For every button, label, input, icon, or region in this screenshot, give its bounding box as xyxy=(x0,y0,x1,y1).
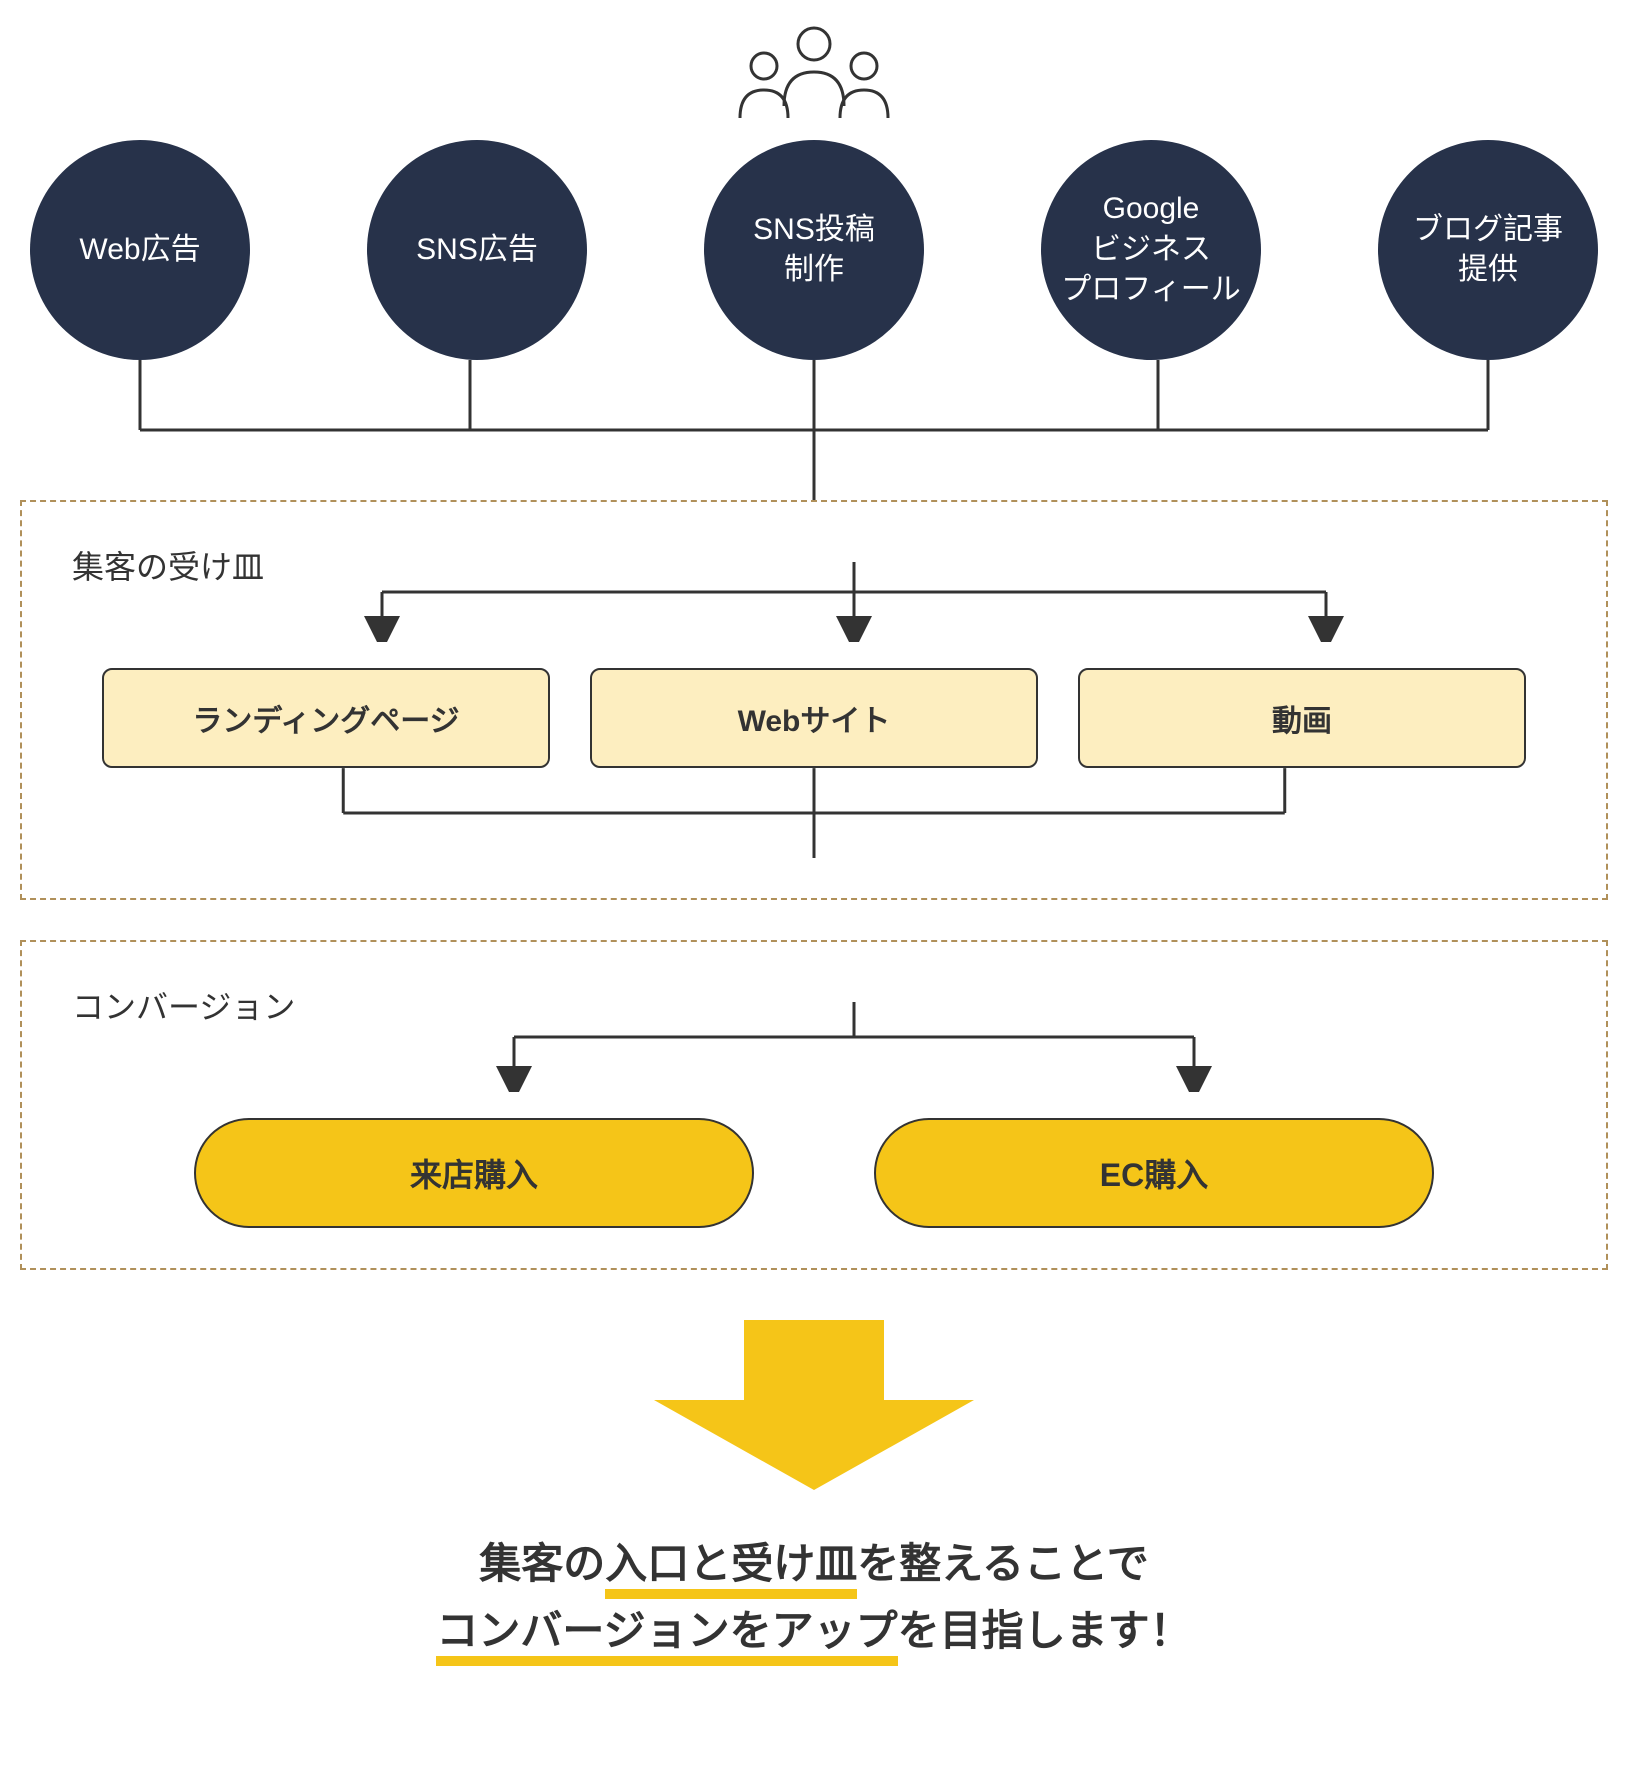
landing-row: ランディングページ Webサイト 動画 xyxy=(62,668,1566,768)
connector-circles-to-section1 xyxy=(20,360,1608,500)
section-landing: 集客の受け皿 ランディングページ Webサイト xyxy=(20,500,1608,900)
circle-label: Googleビジネスプロフィール xyxy=(1061,189,1240,311)
circle-sns-post: SNS投稿制作 xyxy=(704,140,924,360)
section-conversion: コンバージョン 来店購入 EC購入 xyxy=(20,940,1608,1270)
circle-label: Web広告 xyxy=(79,230,200,271)
landing-label: 動画 xyxy=(1272,696,1332,740)
conv-label: EC購入 xyxy=(1100,1150,1208,1196)
circle-sns-ads: SNS広告 xyxy=(367,140,587,360)
conv-store: 来店購入 xyxy=(194,1118,754,1228)
conversion-row: 来店購入 EC購入 xyxy=(62,1118,1566,1228)
footer-line1-post: を整えることで xyxy=(857,1540,1148,1587)
footer-line1-ul: 入口と受け皿 xyxy=(605,1540,857,1587)
circle-google-biz: Googleビジネスプロフィール xyxy=(1041,140,1261,360)
footer-line2-post: を目指します！ xyxy=(898,1607,1192,1654)
footer-text: 集客の入口と受け皿を整えることで コンバージョンをアップを目指します！ xyxy=(20,1530,1608,1664)
circle-label: ブログ記事提供 xyxy=(1413,210,1563,291)
landing-label: Webサイト xyxy=(738,696,891,740)
landing-video: 動画 xyxy=(1078,668,1526,768)
big-arrow xyxy=(20,1320,1608,1490)
landing-website: Webサイト xyxy=(590,668,1038,768)
diagram-container: Web広告 SNS広告 SNS投稿制作 Googleビジネスプロフィール ブログ… xyxy=(20,20,1608,1664)
circle-web-ads: Web広告 xyxy=(30,140,250,360)
circle-label: SNS投稿制作 xyxy=(753,210,875,291)
landing-label: ランディングページ xyxy=(192,696,459,740)
channel-circles-row: Web広告 SNS広告 SNS投稿制作 Googleビジネスプロフィール ブログ… xyxy=(20,140,1608,360)
footer-line1-pre: 集客の xyxy=(479,1540,605,1587)
circle-label: SNS広告 xyxy=(416,230,538,271)
connector-split-3 xyxy=(62,562,1628,642)
circle-blog: ブログ記事提供 xyxy=(1378,140,1598,360)
connector-split-2 xyxy=(62,1002,1628,1092)
footer-line2-ul: コンバージョンをアップ xyxy=(436,1607,897,1654)
conv-ec: EC購入 xyxy=(874,1118,1434,1228)
conv-label: 来店購入 xyxy=(410,1150,538,1196)
people-icon xyxy=(20,20,1608,130)
connector-merge-3 xyxy=(62,768,1566,858)
landing-lp: ランディングページ xyxy=(102,668,550,768)
